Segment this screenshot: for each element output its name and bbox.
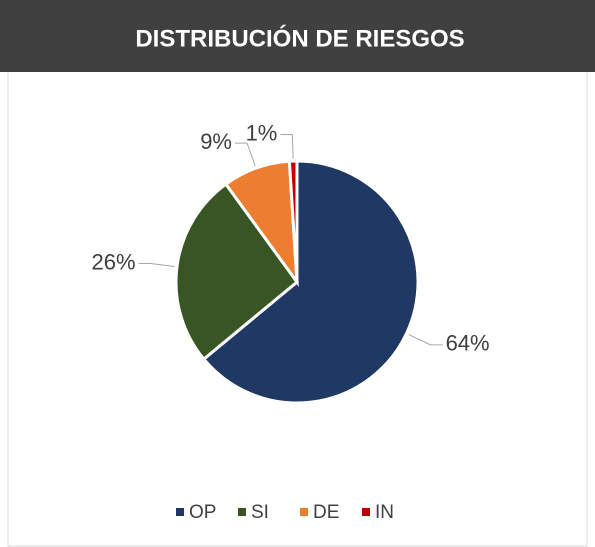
legend-swatch [238,508,246,516]
legend-swatch [176,508,184,516]
legend-label: IN [375,502,394,523]
data-label: 26% [91,249,135,274]
leader-line [234,142,256,167]
slice [287,159,299,283]
legend-swatch [362,508,370,516]
pie: 64% 26% 9% 1% [91,120,490,405]
leader-line [138,262,175,268]
chart-title: DISTRIBUCIÓN DE RIESGOS [135,24,464,52]
slice [174,182,300,362]
data-label: 1% [246,120,278,145]
legend-label: DE [313,502,339,523]
header [0,0,595,72]
data-label: 64% [446,331,490,356]
slice [201,159,420,405]
legend: OP SI DE IN [176,502,394,523]
data-label: 9% [200,129,232,154]
legend-label: SI [251,502,269,523]
leader-line [280,133,294,159]
legend-swatch [300,508,308,516]
legend-label: OP [189,502,216,523]
leader-line [408,334,443,346]
